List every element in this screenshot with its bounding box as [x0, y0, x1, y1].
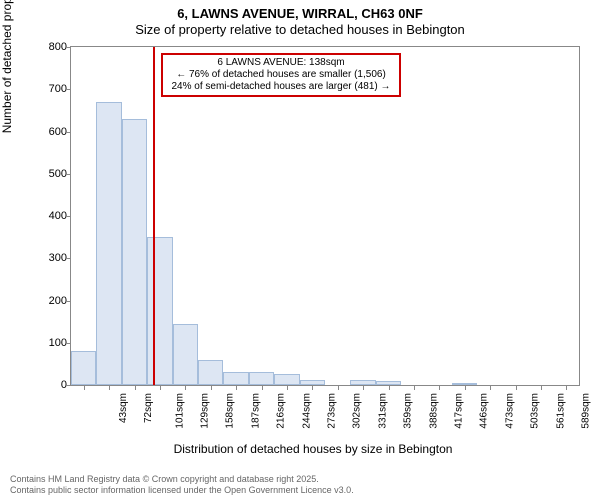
x-tick-label: 503sqm [530, 393, 541, 429]
histogram-bar [274, 374, 299, 385]
y-tick-label: 600 [41, 126, 67, 138]
y-tick-mark [66, 258, 71, 259]
histogram-bar [173, 324, 198, 385]
x-tick-mark [287, 385, 288, 390]
histogram-bar [96, 102, 121, 385]
x-tick-mark [490, 385, 491, 390]
y-tick-mark [66, 385, 71, 386]
y-tick-mark [66, 174, 71, 175]
x-tick-label: 417sqm [453, 393, 464, 429]
x-tick-label: 244sqm [301, 393, 312, 429]
y-tick-label: 400 [41, 210, 67, 222]
x-tick-label: 446sqm [479, 393, 490, 429]
annotation-line-3: 24% of semi-detached houses are larger (… [167, 81, 395, 93]
x-tick-mark [84, 385, 85, 390]
y-tick-label: 100 [41, 337, 67, 349]
x-tick-mark [338, 385, 339, 390]
x-tick-mark [465, 385, 466, 390]
y-tick-mark [66, 89, 71, 90]
plot-area: 6 LAWNS AVENUE: 138sqm ← 76% of detached… [70, 46, 580, 386]
x-tick-label: 187sqm [250, 393, 261, 429]
x-tick-label: 589sqm [580, 393, 591, 429]
y-tick-mark [66, 132, 71, 133]
y-tick-label: 300 [41, 252, 67, 264]
y-tick-label: 700 [41, 83, 67, 95]
x-tick-mark [566, 385, 567, 390]
x-tick-mark [185, 385, 186, 390]
y-tick-label: 0 [41, 379, 67, 391]
x-axis-label: Distribution of detached houses by size … [46, 442, 580, 456]
x-tick-mark [135, 385, 136, 390]
x-tick-label: 129sqm [199, 393, 210, 429]
x-tick-label: 561sqm [555, 393, 566, 429]
marker-line [153, 47, 155, 385]
y-tick-mark [66, 301, 71, 302]
x-tick-mark [516, 385, 517, 390]
x-tick-label: 101sqm [174, 393, 185, 429]
x-tick-label: 158sqm [225, 393, 236, 429]
y-tick-label: 800 [41, 41, 67, 53]
x-tick-mark [414, 385, 415, 390]
x-tick-mark [389, 385, 390, 390]
page-subtitle: Size of property relative to detached ho… [0, 22, 600, 37]
x-tick-mark [439, 385, 440, 390]
y-tick-label: 500 [41, 168, 67, 180]
histogram-bar [147, 237, 172, 385]
histogram-bar [223, 372, 248, 385]
histogram-chart: Number of detached properties 6 LAWNS AV… [46, 46, 580, 416]
x-tick-mark [109, 385, 110, 390]
x-tick-label: 43sqm [118, 393, 129, 423]
x-tick-mark [312, 385, 313, 390]
x-tick-mark [363, 385, 364, 390]
x-tick-label: 216sqm [276, 393, 287, 429]
x-tick-label: 388sqm [428, 393, 439, 429]
footer-attribution: Contains HM Land Registry data © Crown c… [10, 474, 354, 496]
y-tick-label: 200 [41, 295, 67, 307]
histogram-bar [249, 372, 274, 385]
y-axis-label: Number of detached properties [0, 0, 14, 133]
x-tick-label: 302sqm [352, 393, 363, 429]
y-tick-mark [66, 216, 71, 217]
footer-line-2: Contains public sector information licen… [10, 485, 354, 496]
y-tick-mark [66, 343, 71, 344]
annotation-line-2: ← 76% of detached houses are smaller (1,… [167, 69, 395, 81]
x-tick-label: 473sqm [504, 393, 515, 429]
x-tick-mark [211, 385, 212, 390]
y-tick-mark [66, 47, 71, 48]
x-tick-label: 359sqm [403, 393, 414, 429]
x-tick-label: 72sqm [143, 393, 154, 423]
x-tick-mark [236, 385, 237, 390]
x-tick-label: 331sqm [377, 393, 388, 429]
x-tick-label: 273sqm [326, 393, 337, 429]
footer-line-1: Contains HM Land Registry data © Crown c… [10, 474, 354, 485]
histogram-bar [198, 360, 223, 385]
histogram-bar [122, 119, 147, 385]
annotation-line-1: 6 LAWNS AVENUE: 138sqm [167, 57, 395, 69]
x-tick-mark [541, 385, 542, 390]
page-title: 6, LAWNS AVENUE, WIRRAL, CH63 0NF [0, 6, 600, 21]
histogram-bar [71, 351, 96, 385]
x-tick-mark [262, 385, 263, 390]
x-tick-mark [160, 385, 161, 390]
annotation-box: 6 LAWNS AVENUE: 138sqm ← 76% of detached… [161, 53, 401, 97]
